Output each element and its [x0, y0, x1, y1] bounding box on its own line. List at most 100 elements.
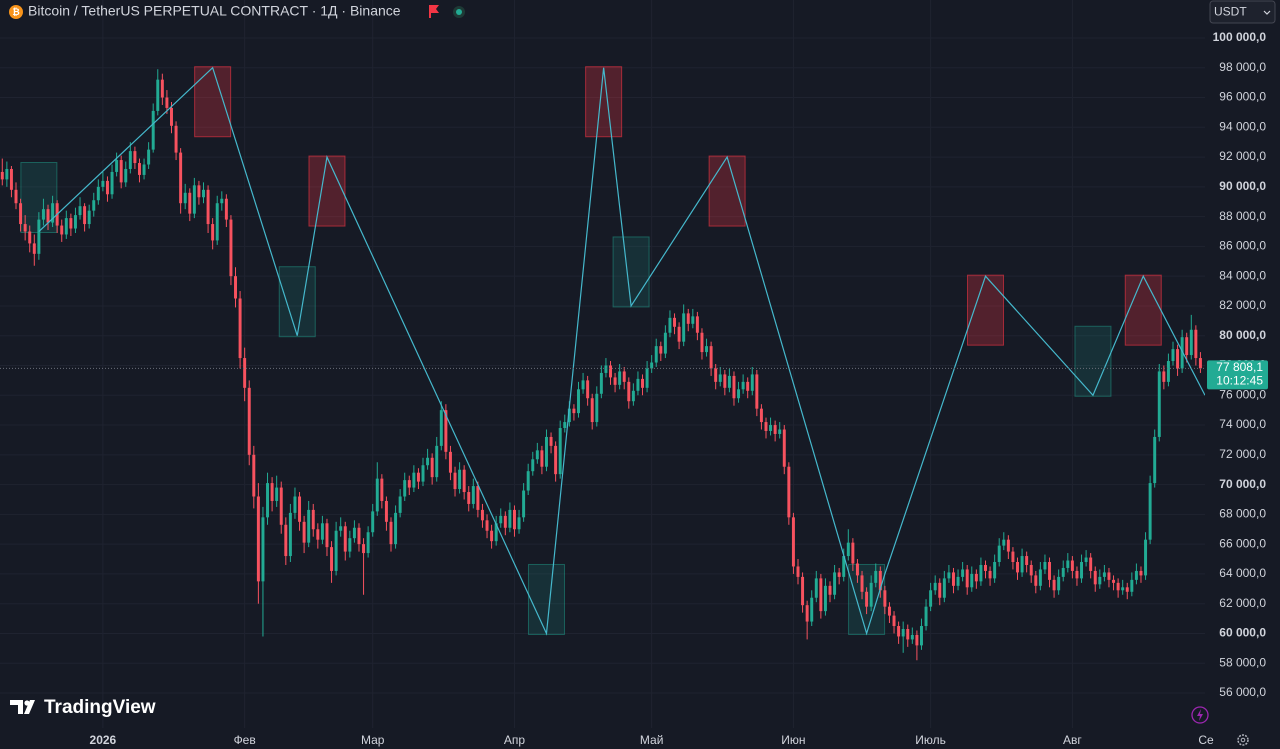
y-tick-label: 98 000,0 [1219, 60, 1266, 74]
brand-logo-dot [24, 700, 30, 706]
candle-body [558, 428, 562, 475]
candle-body [919, 626, 923, 646]
candle-body [270, 483, 274, 501]
candle-body [23, 224, 27, 232]
candle-body [1153, 436, 1157, 484]
candle-body [142, 164, 146, 175]
candle-body [480, 509, 484, 521]
candle-body [1038, 569, 1042, 586]
candle-body [622, 371, 626, 382]
candle-body [1043, 562, 1047, 570]
candle-body [32, 243, 36, 254]
y-tick-label: 92 000,0 [1219, 149, 1266, 163]
candle-body [796, 566, 800, 577]
candle-body [938, 582, 942, 598]
candle-body [73, 215, 77, 229]
candle-body [192, 185, 196, 214]
candle-body [389, 521, 393, 545]
candle-body [590, 398, 594, 423]
settings-icon[interactable] [1237, 734, 1249, 746]
candle-body [266, 483, 270, 518]
candle-body [78, 206, 82, 216]
candle-body [1185, 337, 1189, 356]
candle-body [279, 487, 283, 525]
candle-body [352, 527, 356, 539]
candle-body [901, 628, 905, 637]
candle-body [293, 496, 297, 513]
candle-body [823, 585, 827, 612]
trough-box [612, 236, 650, 308]
candle-body [613, 377, 617, 385]
candle-body [677, 326, 681, 342]
countdown-label: 10:12:45 [1216, 374, 1263, 388]
candle-body [732, 375, 736, 399]
candle-body [133, 151, 137, 164]
candle-body [531, 459, 535, 472]
candle-body [910, 634, 914, 640]
candle-body [869, 582, 873, 607]
candle-body [41, 209, 45, 220]
candle-body [362, 544, 366, 554]
candle-body [659, 346, 663, 354]
y-tick-label: 88 000,0 [1219, 209, 1266, 223]
candle-body [330, 547, 334, 571]
candle-body [105, 180, 109, 195]
candle-body [1098, 576, 1102, 585]
candle-body [101, 180, 105, 187]
candle-body [302, 521, 306, 543]
candle-body [778, 429, 782, 434]
flag-icon[interactable] [429, 5, 439, 18]
bitcoin-icon-glyph: ₿ [12, 7, 19, 17]
candle-body [951, 572, 955, 586]
candle-body [956, 576, 960, 586]
candle-body [1130, 579, 1134, 592]
candle-body [188, 192, 192, 214]
candle-body [1057, 576, 1061, 591]
candle-body [947, 572, 951, 579]
grid [0, 0, 1205, 728]
peak-box [708, 155, 746, 227]
peak-box [1124, 274, 1162, 346]
x-tick-label: Авг [1063, 733, 1082, 747]
candle-body [650, 362, 654, 369]
candle-body [773, 425, 777, 434]
candle-body [448, 451, 452, 473]
candle-body [942, 578, 946, 598]
candle-body [567, 408, 571, 423]
candle-body [654, 346, 658, 363]
candle-body [887, 606, 891, 616]
candle-body [1107, 572, 1111, 580]
candle-body [137, 163, 141, 175]
candle-body [906, 628, 910, 640]
candle-body [1002, 539, 1006, 546]
candle-body [723, 374, 727, 388]
candle-body [577, 389, 580, 414]
candle-body [929, 590, 933, 607]
lightning-icon[interactable] [1191, 706, 1209, 724]
candle-body [1006, 539, 1010, 552]
y-tick-label: 100 000,0 [1213, 30, 1267, 44]
candle-body [599, 372, 603, 394]
y-tick-label: 82 000,0 [1219, 298, 1266, 312]
y-tick-label: 62 000,0 [1219, 596, 1266, 610]
candle-body [682, 313, 686, 342]
y-tick-label: 80 000,0 [1219, 328, 1266, 342]
candle-body [727, 375, 731, 388]
x-tick-label: Июн [781, 733, 805, 747]
candle-body [609, 365, 612, 378]
candle-body [1075, 570, 1079, 579]
trough-box [1074, 325, 1112, 397]
candle-body [307, 509, 311, 543]
candle-body [339, 526, 343, 531]
y-tick-label: 74 000,0 [1219, 417, 1266, 431]
candle-body [814, 578, 818, 598]
currency-select[interactable] [1209, 0, 1276, 24]
candle-body [19, 203, 23, 225]
y-tick-label: 94 000,0 [1219, 119, 1266, 133]
candle-body [1134, 570, 1138, 580]
candle-body [750, 374, 754, 391]
candle-body [412, 472, 416, 488]
zigzag-line [38, 66, 1205, 636]
